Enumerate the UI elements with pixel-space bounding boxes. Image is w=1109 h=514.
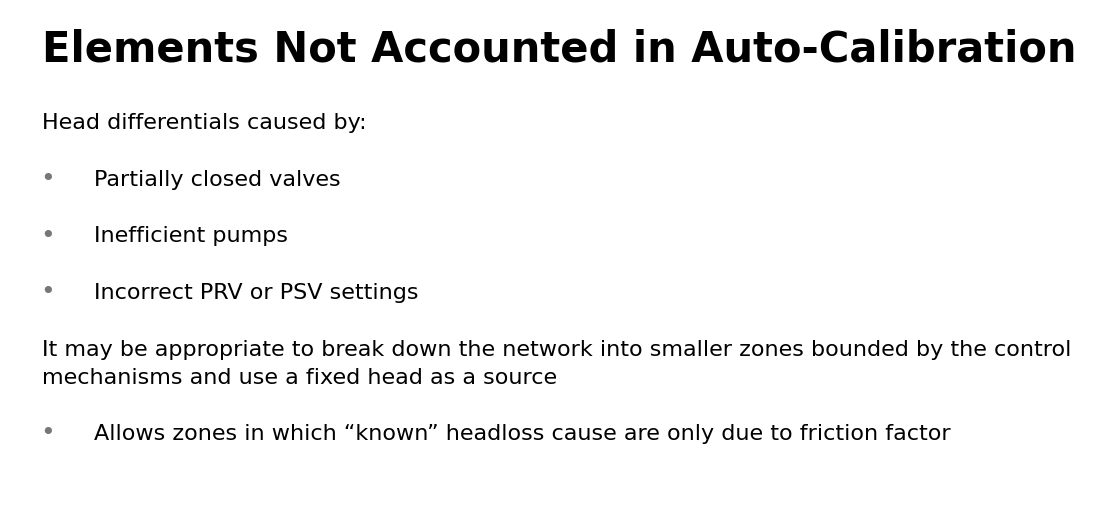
Text: Partially closed valves: Partially closed valves bbox=[94, 170, 340, 190]
Text: Inefficient pumps: Inefficient pumps bbox=[94, 226, 288, 246]
Text: It may be appropriate to break down the network into smaller zones bounded by th: It may be appropriate to break down the … bbox=[42, 340, 1071, 388]
Text: •: • bbox=[40, 280, 55, 304]
Text: Incorrect PRV or PSV settings: Incorrect PRV or PSV settings bbox=[94, 283, 419, 303]
Text: Head differentials caused by:: Head differentials caused by: bbox=[42, 113, 367, 133]
Text: Elements Not Accounted in Auto-Calibration: Elements Not Accounted in Auto-Calibrati… bbox=[42, 28, 1077, 70]
Text: •: • bbox=[40, 421, 55, 446]
Text: •: • bbox=[40, 224, 55, 248]
Text: •: • bbox=[40, 167, 55, 191]
Text: Allows zones in which “known” headloss cause are only due to friction factor: Allows zones in which “known” headloss c… bbox=[94, 424, 950, 444]
